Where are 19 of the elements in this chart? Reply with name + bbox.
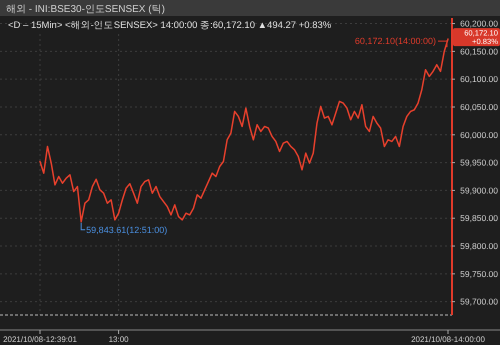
annotation: 60,172.10(14:00:00) — [354, 36, 436, 46]
y-tick-label: 59,950.00 — [460, 158, 498, 168]
y-tick-label: 59,850.00 — [460, 213, 498, 224]
y-tick-label: 60,100.00 — [460, 74, 498, 84]
y-tick-label: 60,050.00 — [460, 102, 498, 112]
y-tick-label: 59,900.00 — [460, 185, 498, 196]
x-tick-label: 2021/10/08-14:00:00 — [411, 335, 486, 344]
annotation: 59,843.61(12:51:00) — [86, 224, 168, 235]
y-tick-label: 59,700.00 — [460, 296, 498, 307]
y-tick-label: 60,200.00 — [460, 18, 498, 29]
x-tick-label: 2021/10/08-12:39:01 — [3, 335, 78, 344]
y-tick-label: 60,000.00 — [460, 130, 498, 140]
title: 해외 - INI:BSE30-인도SENSEX (틱) — [6, 4, 165, 15]
y-tick-label: 59,800.00 — [460, 241, 498, 252]
y-tick-label: 60,150.00 — [460, 46, 498, 56]
x-tick-label: 13:00 — [108, 335, 130, 344]
y-tick-label: 59,750.00 — [460, 268, 498, 279]
line-series — [39, 38, 449, 223]
subtitle: <D – 15Min> <해외-인도SENSEX> 14:00:00 종:60,172.10 ▲494.27 +0.83% — [8, 20, 332, 31]
